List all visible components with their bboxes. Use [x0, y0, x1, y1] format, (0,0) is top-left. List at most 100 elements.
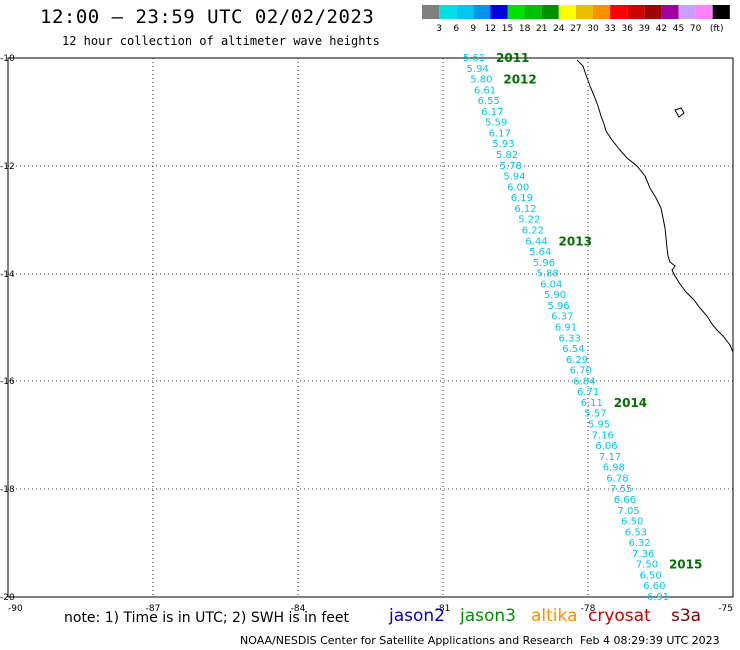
- lon-label: -84: [291, 604, 306, 614]
- wave-height-value: 6.98: [603, 463, 625, 474]
- wave-height-value: 6.50: [621, 517, 643, 528]
- legend-label: 42: [656, 24, 667, 34]
- legend-label: 70: [690, 24, 702, 34]
- time-label: 2012: [503, 73, 536, 87]
- wave-height-value: 6.19: [511, 193, 533, 204]
- page-title: 12:00 – 23:59 UTC 02/02/2023: [40, 6, 375, 28]
- legend-swatch: [473, 5, 491, 19]
- wave-height-value: 5.64: [529, 247, 551, 258]
- legend-swatch: [575, 5, 593, 19]
- wave-height-value: 6.71: [577, 387, 599, 398]
- wave-height-value: 6.91: [647, 592, 669, 603]
- wave-height-value: 6.17: [489, 128, 511, 139]
- legend-label: 30: [587, 24, 599, 34]
- legend-label: 9: [470, 24, 476, 34]
- coastline: [576, 59, 734, 353]
- satellite-name: cryosat: [588, 606, 651, 626]
- wave-height-value: 5.22: [518, 215, 540, 226]
- wave-height-value: 6.66: [614, 495, 636, 506]
- wave-height-value: 6.91: [555, 323, 577, 334]
- lat-label: -20: [0, 593, 15, 603]
- legend-swatch: [661, 5, 679, 19]
- lat-label: -16: [0, 377, 15, 387]
- wave-height-value: 6.00: [507, 182, 529, 193]
- page-subtitle: 12 hour collection of altimeter wave hei…: [62, 34, 380, 48]
- wave-height-value: 7.16: [592, 430, 614, 441]
- legend-swatch: [678, 5, 696, 19]
- wave-height-value: 6.06: [595, 441, 617, 452]
- wave-height-value: 5.80: [470, 75, 492, 86]
- legend-swatch: [644, 5, 662, 19]
- wave-height-value: 5.59: [485, 118, 507, 129]
- legend-unit: (ft): [710, 24, 724, 34]
- wave-height-value: 7.17: [599, 452, 621, 463]
- wave-height-value: 6.50: [640, 570, 662, 581]
- legend-label: 21: [536, 24, 547, 34]
- wave-height-value: 5.93: [492, 139, 514, 150]
- legend-label: 39: [639, 24, 651, 34]
- lon-label: -78: [581, 604, 596, 614]
- wave-height-value: 5.96: [548, 301, 570, 312]
- wave-height-value: 6.29: [566, 355, 588, 366]
- legend-label: 33: [604, 24, 615, 34]
- time-label: 2011: [496, 51, 529, 65]
- wave-height-value: 6.17: [481, 107, 503, 118]
- satellite-name: s3a: [671, 606, 702, 626]
- wave-height-value: 7.36: [632, 549, 654, 560]
- legend-swatch: [695, 5, 713, 19]
- wave-height-value: 6.60: [643, 581, 665, 592]
- wave-height-value: 5.94: [467, 64, 489, 75]
- legend-label: 6: [453, 24, 459, 34]
- update-timestamp: Feb 4 08:29:39 UTC 2023: [580, 634, 720, 647]
- wave-height-value: 5.57: [584, 409, 606, 420]
- legend-label: 15: [502, 24, 513, 34]
- lon-label: -90: [8, 604, 23, 614]
- satellite-name: jason3: [460, 606, 516, 626]
- legend-swatch: [456, 5, 474, 19]
- legend-swatch: [490, 5, 508, 19]
- wave-height-value: 5.94: [503, 172, 525, 183]
- satellite-name: jason2: [389, 606, 445, 626]
- wave-height-value: 5.78: [500, 161, 522, 172]
- legend-label: 27: [570, 24, 581, 34]
- wave-height-value: 6.55: [478, 96, 500, 107]
- lon-label: -75: [718, 604, 733, 614]
- lat-label: -14: [0, 270, 15, 280]
- wave-height-value: 6.84: [573, 376, 595, 387]
- lat-label: -10: [0, 54, 15, 64]
- wave-height-value: 6.78: [606, 473, 628, 484]
- legend-swatch: [422, 5, 440, 19]
- island: [674, 107, 685, 118]
- wave-height-value: 6.44: [525, 236, 547, 247]
- time-label: 2013: [559, 234, 592, 248]
- wave-height-value: 6.33: [559, 333, 581, 344]
- time-label: 2015: [669, 558, 702, 572]
- legend-label: 12: [485, 24, 496, 34]
- legend-swatch: [439, 5, 457, 19]
- wave-height-value: 6.04: [540, 279, 562, 290]
- wave-height-value: 6.32: [628, 538, 650, 549]
- map-frame: [7, 57, 734, 598]
- wave-height-legend: 3 6 9 12 15 18 21 24 27 30 33 36 39 42 45 70 (ft): [422, 5, 730, 34]
- wave-height-value: 5.88: [536, 269, 558, 280]
- credit-text: NOAA/NESDIS Center for Satellite Applica…: [240, 634, 574, 647]
- wave-height-value: 5.90: [544, 290, 566, 301]
- legend-swatch: [541, 5, 559, 19]
- wave-height-value: 6.53: [625, 527, 647, 538]
- legend-swatch: [558, 5, 576, 19]
- legend-label: 3: [436, 24, 442, 34]
- wave-height-value: 5.61: [463, 53, 485, 64]
- wave-height-value: 6.22: [522, 225, 544, 236]
- wave-height-value: 6.70: [570, 366, 592, 377]
- satellite-name: altika: [531, 606, 578, 626]
- wave-height-value: 7.05: [617, 506, 639, 517]
- wave-height-value: 7.50: [636, 560, 658, 571]
- footer-note: note: 1) Time is in UTC; 2) SWH is in fe…: [64, 610, 350, 626]
- wave-height-value: 7.55: [610, 484, 632, 495]
- wave-height-value: 5.95: [588, 420, 610, 431]
- wave-height-value: 5.82: [496, 150, 518, 161]
- legend-swatch: [524, 5, 542, 19]
- legend-label: 24: [553, 24, 565, 34]
- wave-height-value: 6.12: [514, 204, 536, 215]
